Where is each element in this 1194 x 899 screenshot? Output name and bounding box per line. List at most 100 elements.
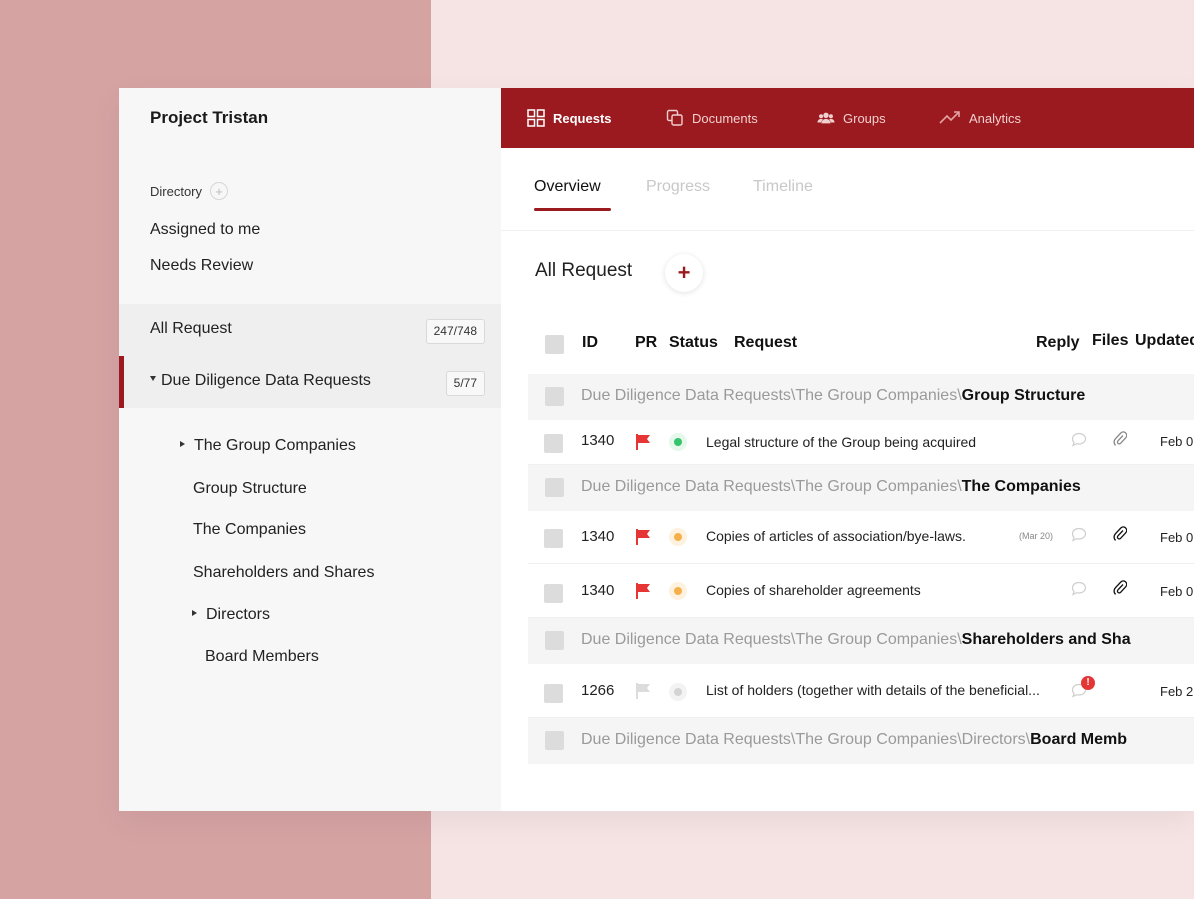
flag-icon[interactable] [635,683,652,699]
row-id: 1340 [581,432,615,449]
tree-item-shareholders[interactable]: Shareholders and Shares [193,564,375,581]
request-text[interactable]: List of holders (together with details o… [706,682,1040,698]
header-updated[interactable]: Updated [1135,332,1194,349]
sidebar-item-label-wrap: Due Diligence Data Requests [150,372,371,390]
add-request-button[interactable]: + [665,254,703,292]
tree-item-board-members[interactable]: Board Members [205,648,319,665]
nav-label: Groups [843,110,886,126]
header-files[interactable]: Files [1092,332,1129,349]
count-badge: 5/77 [445,371,485,396]
users-icon [817,112,835,124]
add-directory-button[interactable]: + [210,182,229,200]
app-window: Project Tristan Directory + Assigned to … [119,88,1194,811]
select-all-checkbox[interactable] [545,335,564,354]
tree-item-directors[interactable]: Directors [192,606,270,624]
caret-right-icon [192,609,197,616]
copy-icon [666,109,683,126]
row-checkbox[interactable] [544,684,563,703]
tab-overview[interactable]: Overview [534,178,601,195]
table-row[interactable]: 1340 Legal structure of the Group being … [528,420,1194,465]
nav-label: Requests [553,110,612,126]
caret-right-icon [180,440,185,447]
caret-down-icon [150,376,156,382]
sidebar: Project Tristan Directory + Assigned to … [119,88,501,811]
tree-item-group-companies[interactable]: The Group Companies [180,437,356,455]
status-dot [669,433,687,451]
tab-timeline[interactable]: Timeline [753,178,813,195]
table-group-row[interactable]: Due Diligence Data Requests\The Group Co… [528,374,1194,420]
sidebar-item-all-request[interactable]: All Request 247/748 [119,304,501,356]
nav-groups[interactable]: Groups [817,109,886,127]
row-id: 1266 [581,682,615,699]
attachment-icon[interactable] [1113,431,1127,447]
attachment-icon[interactable] [1113,526,1127,542]
row-id: 1340 [581,582,615,599]
comment-icon[interactable] [1071,581,1087,596]
flag-icon[interactable] [635,434,652,450]
header-request[interactable]: Request [734,334,798,351]
flag-icon[interactable] [635,529,652,545]
row-checkbox[interactable] [545,387,564,406]
requests-table: ID PR Status Request Reply Files Updated… [528,314,1194,764]
header-id[interactable]: ID [582,334,598,351]
sidebar-item-label: Due Diligence Data Requests [161,372,371,389]
updated-date: Feb 0 [1160,434,1194,449]
comment-icon[interactable] [1071,432,1087,447]
table-row[interactable]: 1340 Copies of shareholder agreements Fe… [528,564,1194,618]
nav-label: Analytics [969,110,1022,126]
table-group-row[interactable]: Due Diligence Data Requests\The Group Co… [528,718,1194,764]
header-pr[interactable]: PR [635,334,658,351]
request-text[interactable]: Copies of shareholder agreements [706,582,921,598]
tree-item-label: The Group Companies [194,437,356,454]
active-indicator [119,356,124,408]
row-checkbox[interactable] [544,434,563,453]
status-dot [669,582,687,600]
request-text[interactable]: Legal structure of the Group being acqui… [706,434,977,450]
active-tab-indicator [534,208,611,211]
updated-date: Feb 0 [1160,530,1194,545]
table-group-row[interactable]: Due Diligence Data Requests\The Group Co… [528,618,1194,664]
sidebar-item-assigned[interactable]: Assigned to me [150,221,261,238]
row-id: 1340 [581,528,615,545]
subtabs: Overview Progress Timeline [501,148,1194,231]
nav-label: Documents [692,110,758,126]
status-dot [669,683,687,701]
nav-requests[interactable]: Requests [527,109,612,127]
row-checkbox[interactable] [544,584,563,603]
trend-icon [939,111,960,124]
row-checkbox[interactable] [544,529,563,548]
attachment-icon[interactable] [1113,580,1127,596]
tree-item-group-structure[interactable]: Group Structure [193,480,307,497]
row-checkbox[interactable] [545,731,564,750]
table-row[interactable]: 1266 List of holders (together with deta… [528,664,1194,718]
group-path: Due Diligence Data Requests\The Group Co… [581,731,1128,748]
grid-icon [527,109,545,127]
group-path: Due Diligence Data Requests\The Group Co… [581,478,1081,495]
tree-item-the-companies[interactable]: The Companies [193,521,306,538]
nav-analytics[interactable]: Analytics [939,109,1021,127]
sidebar-item-due-diligence[interactable]: Due Diligence Data Requests 5/77 [119,356,501,408]
tab-progress[interactable]: Progress [646,178,711,195]
section-title: All Request [535,260,633,281]
comment-icon[interactable] [1071,527,1087,542]
row-checkbox[interactable] [545,478,564,497]
sidebar-item-label: All Request [150,320,232,337]
table-header: ID PR Status Request Reply Files Updated [528,314,1194,374]
table-row[interactable]: 1340 Copies of articles of association/b… [528,511,1194,564]
group-path: Due Diligence Data Requests\The Group Co… [581,631,1131,648]
count-badge: 247/748 [425,319,485,344]
project-title: Project Tristan [150,108,269,127]
table-group-row[interactable]: Due Diligence Data Requests\The Group Co… [528,465,1194,511]
header-reply[interactable]: Reply [1036,334,1080,351]
directory-header: Directory + [150,182,229,200]
top-nav: Requests Documents Groups Analytics [501,88,1194,148]
nav-documents[interactable]: Documents [666,109,758,127]
sidebar-item-needs-review[interactable]: Needs Review [150,257,254,274]
row-checkbox[interactable] [545,631,564,650]
request-text[interactable]: Copies of articles of association/bye-la… [706,528,966,544]
group-path: Due Diligence Data Requests\The Group Co… [581,387,1086,404]
updated-date: Feb 0 [1160,584,1194,599]
header-status[interactable]: Status [669,334,718,351]
status-dot [669,528,687,546]
flag-icon[interactable] [635,583,652,599]
